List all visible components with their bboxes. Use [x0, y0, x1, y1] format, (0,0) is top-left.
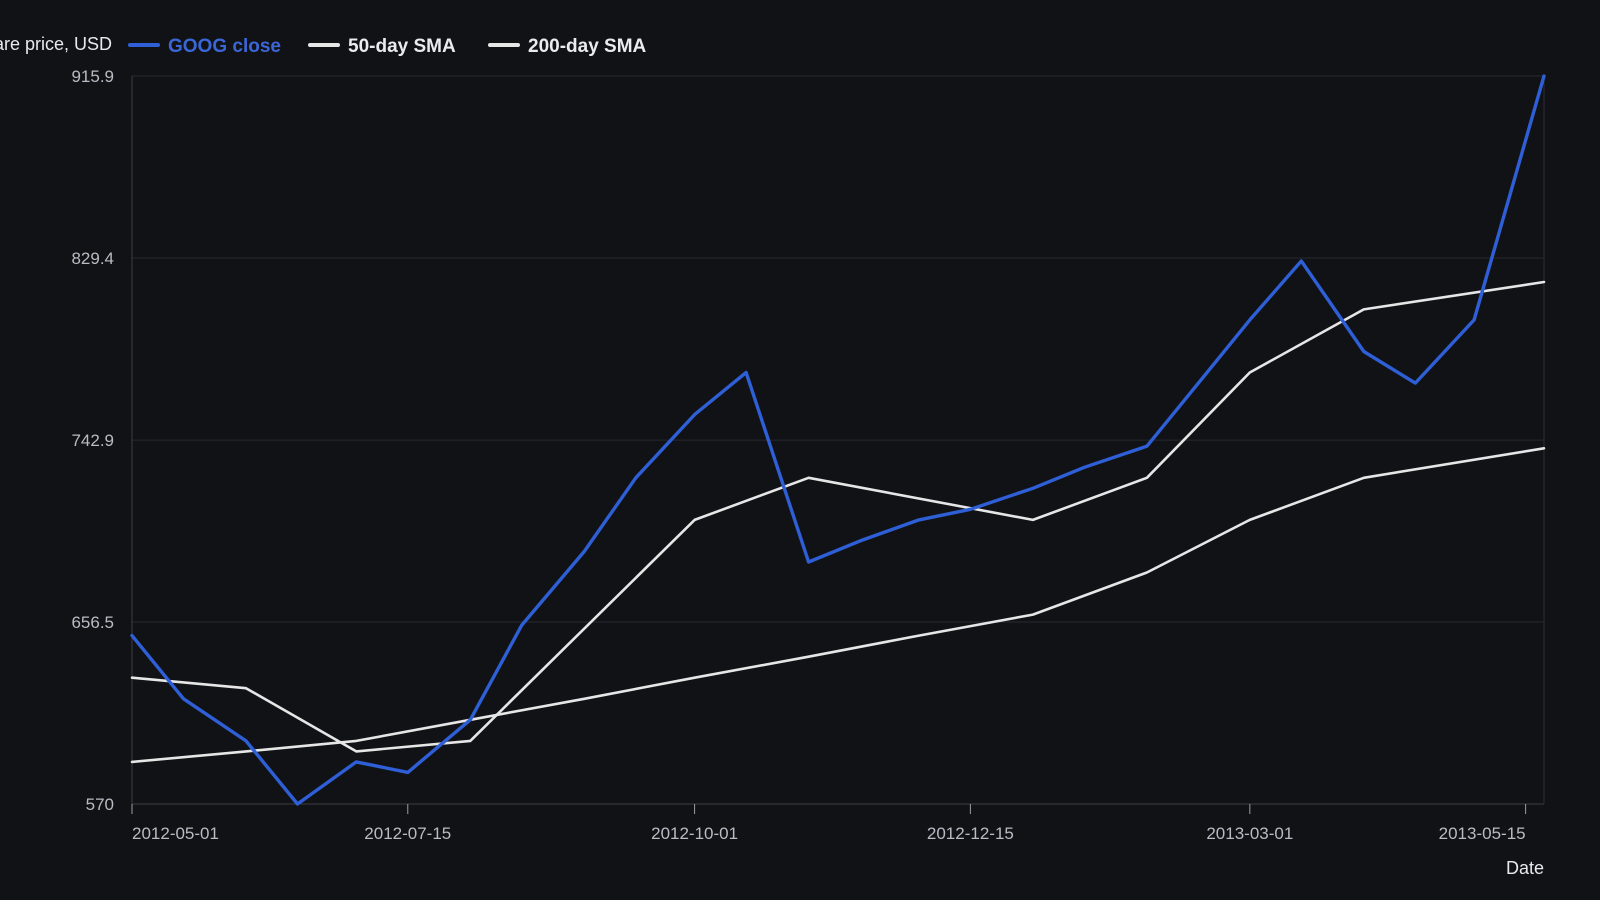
x-tick-label: 2013-03-01 [1206, 824, 1293, 843]
legend: GOOG close 50-day SMA 200-day SMA [128, 36, 647, 57]
series-line-goog-close [130, 74, 1546, 806]
x-tick-label: 2012-12-15 [927, 824, 1014, 843]
y-tick-label: 829.4 [71, 249, 114, 268]
series [130, 74, 1546, 806]
x-tick-label: 2013-05-15 [1439, 824, 1526, 843]
legend-label: 200-day SMA [528, 36, 647, 57]
x-tick-label: 2012-10-01 [651, 824, 738, 843]
y-axis-label: Share price, USD [0, 34, 112, 54]
gridlines [132, 75, 1544, 805]
series-line-50-day-sma [130, 280, 1546, 753]
x-tick-label: 2012-05-01 [132, 824, 219, 843]
legend-label: 50-day SMA [348, 36, 456, 57]
x-tick-label: 2012-07-15 [364, 824, 451, 843]
series-line-200-day-sma [130, 446, 1546, 764]
y-tick-label: 656.5 [71, 613, 114, 632]
axes: 570 656.5 742.9 829.4 915.9 2012-05-01 2012-07… [71, 67, 1545, 843]
legend-label: GOOG close [168, 36, 281, 57]
x-axis-label: Date [1506, 858, 1544, 878]
y-tick-label: 742.9 [71, 431, 114, 450]
y-tick-label: 915.9 [71, 67, 114, 86]
y-tick-label: 570 [86, 795, 114, 814]
